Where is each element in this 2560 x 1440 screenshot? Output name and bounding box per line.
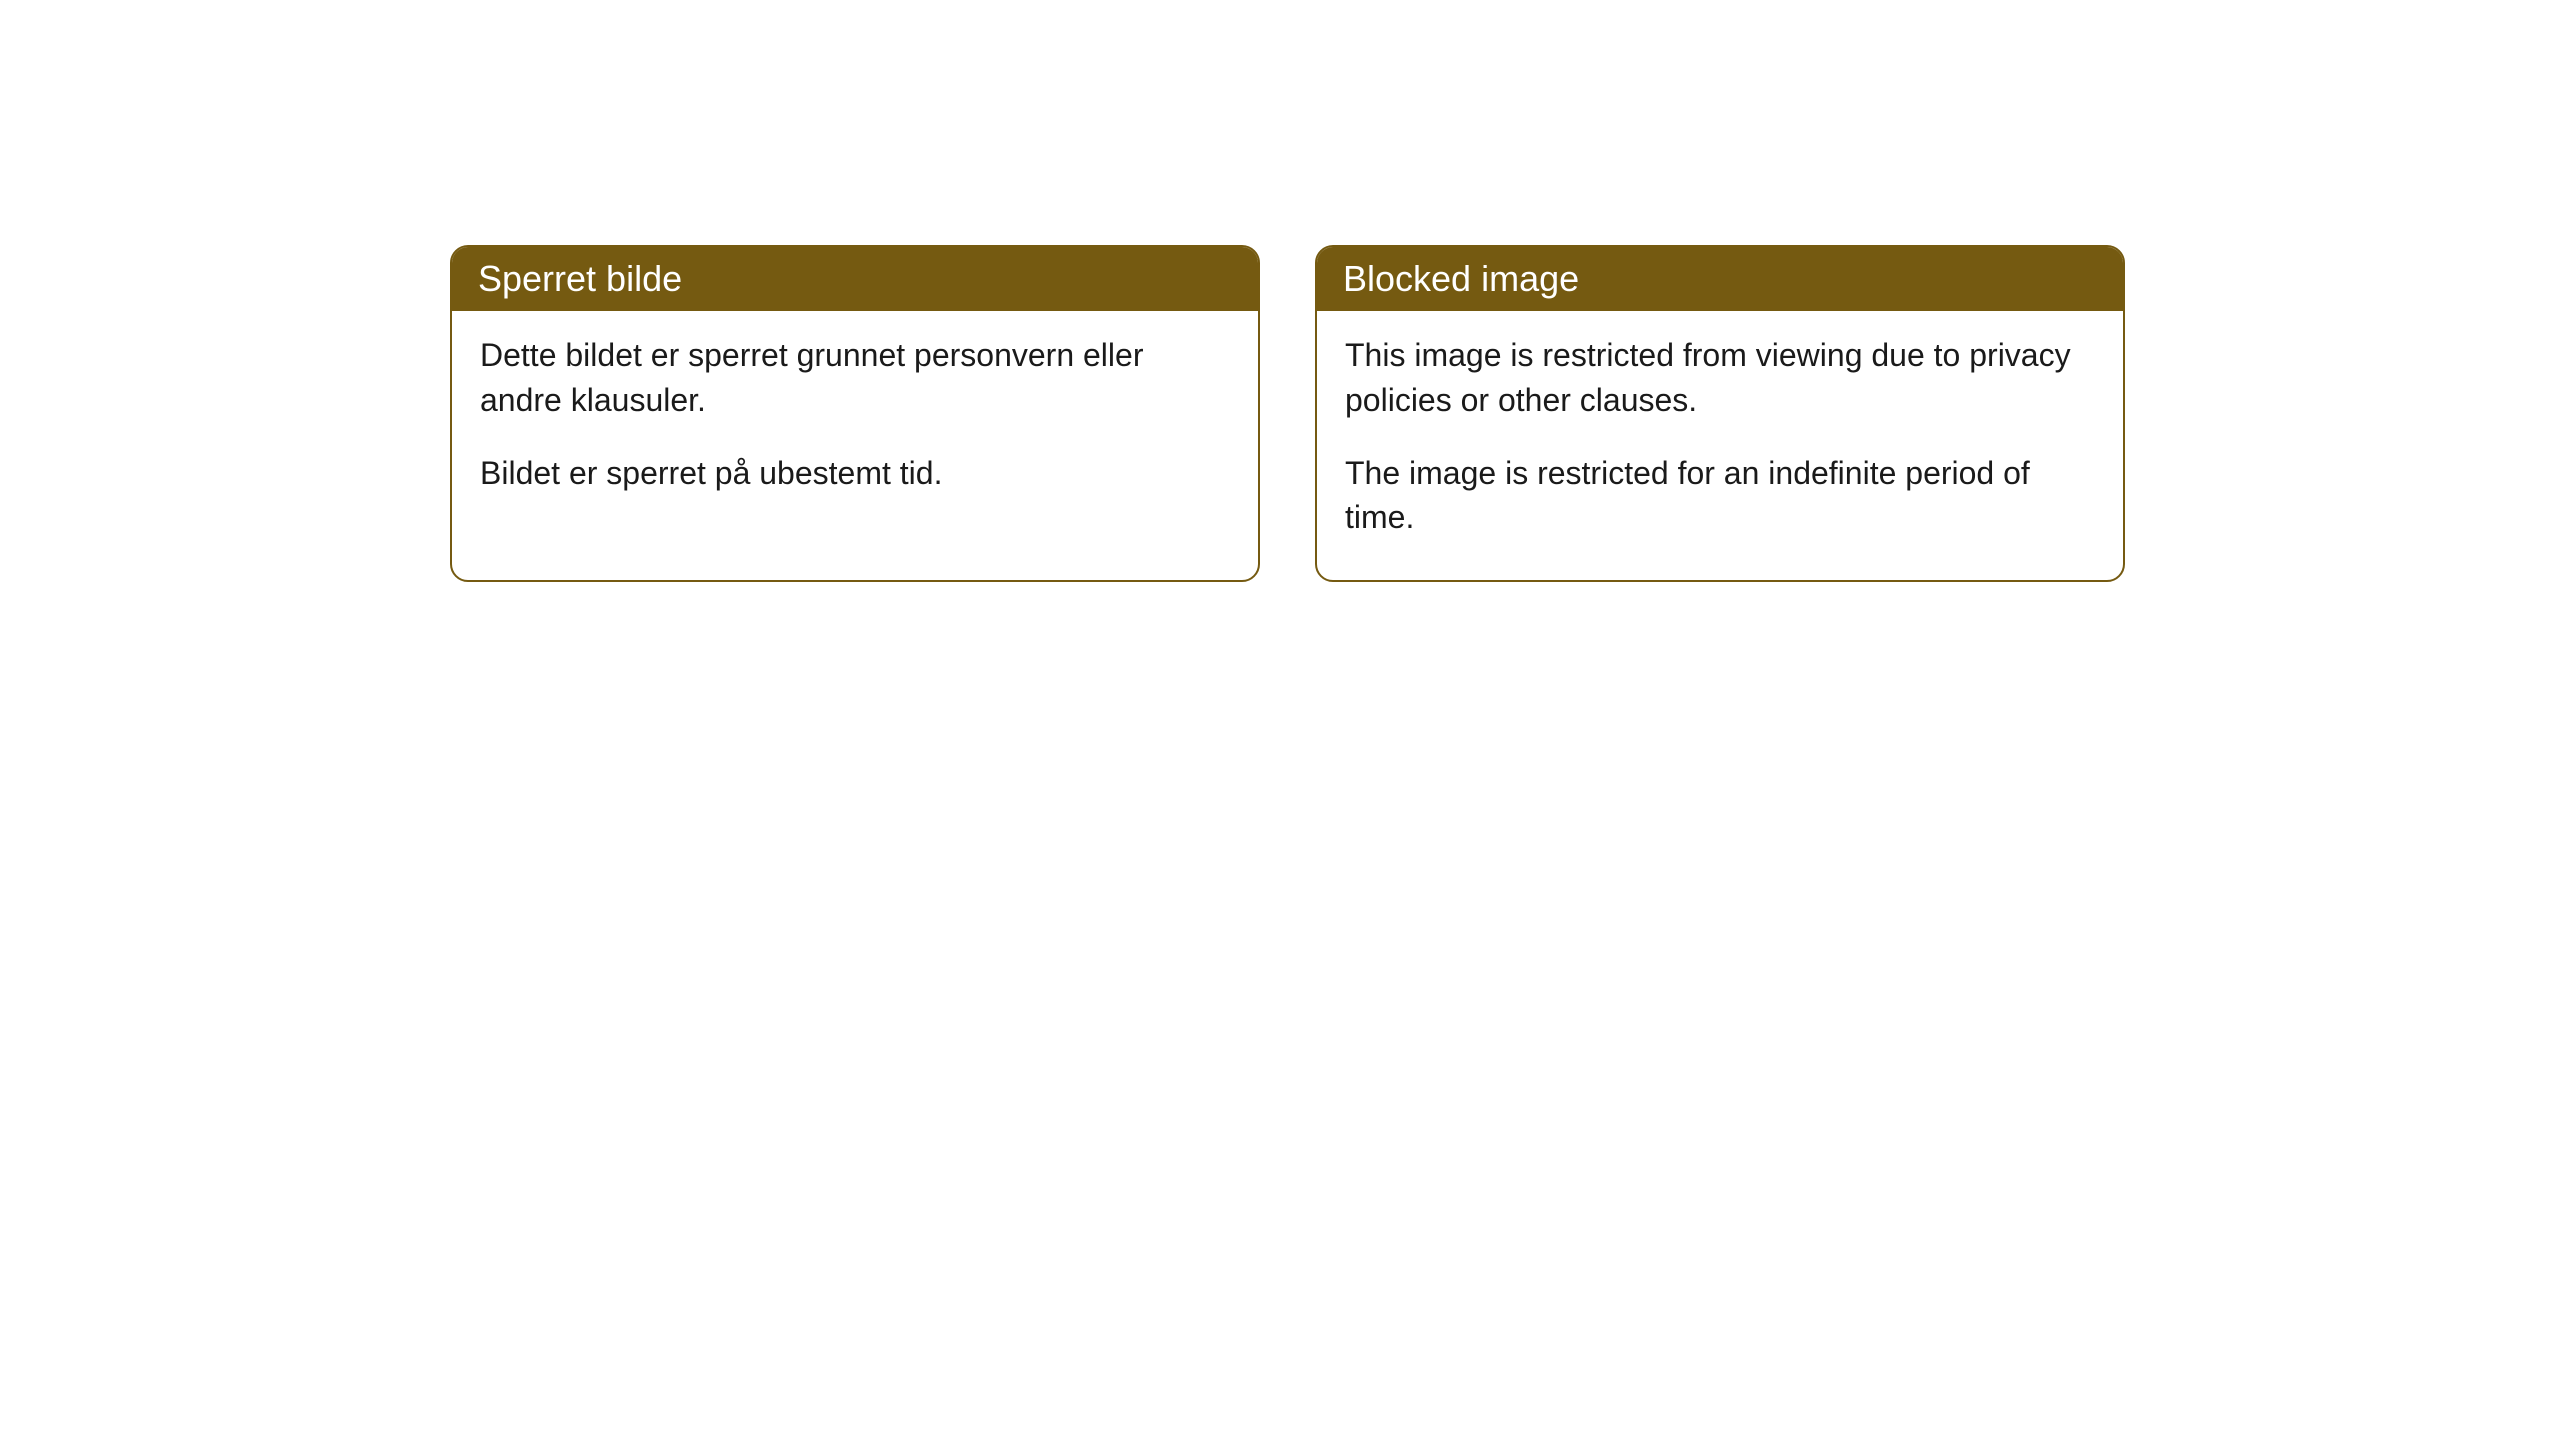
notice-card-english: Blocked image This image is restricted f…	[1315, 245, 2125, 582]
card-body: Dette bildet er sperret grunnet personve…	[452, 311, 1258, 535]
card-body: This image is restricted from viewing du…	[1317, 311, 2123, 580]
card-paragraph: The image is restricted for an indefinit…	[1345, 451, 2095, 541]
card-paragraph: This image is restricted from viewing du…	[1345, 333, 2095, 423]
card-paragraph: Bildet er sperret på ubestemt tid.	[480, 451, 1230, 496]
notice-card-norwegian: Sperret bilde Dette bildet er sperret gr…	[450, 245, 1260, 582]
notice-cards-container: Sperret bilde Dette bildet er sperret gr…	[450, 245, 2125, 582]
card-header: Blocked image	[1317, 247, 2123, 311]
card-header: Sperret bilde	[452, 247, 1258, 311]
card-paragraph: Dette bildet er sperret grunnet personve…	[480, 333, 1230, 423]
